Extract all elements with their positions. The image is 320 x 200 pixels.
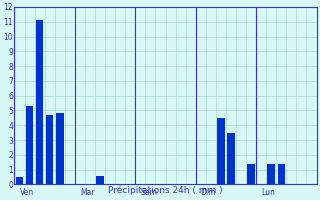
Bar xyxy=(268,164,275,184)
X-axis label: Précipitations 24h ( mm ): Précipitations 24h ( mm ) xyxy=(108,186,223,195)
Bar xyxy=(16,177,23,184)
Bar xyxy=(26,106,33,184)
Text: Lun: Lun xyxy=(261,188,275,197)
Text: Ven: Ven xyxy=(20,188,34,197)
Bar xyxy=(227,133,235,184)
Text: Dim: Dim xyxy=(201,188,216,197)
Bar xyxy=(277,164,285,184)
Bar xyxy=(96,176,104,184)
Bar xyxy=(217,118,225,184)
Bar xyxy=(36,20,44,184)
Bar xyxy=(46,115,53,184)
Text: Mar: Mar xyxy=(80,188,94,197)
Text: Sam: Sam xyxy=(140,188,157,197)
Bar xyxy=(247,164,255,184)
Bar xyxy=(56,113,64,184)
